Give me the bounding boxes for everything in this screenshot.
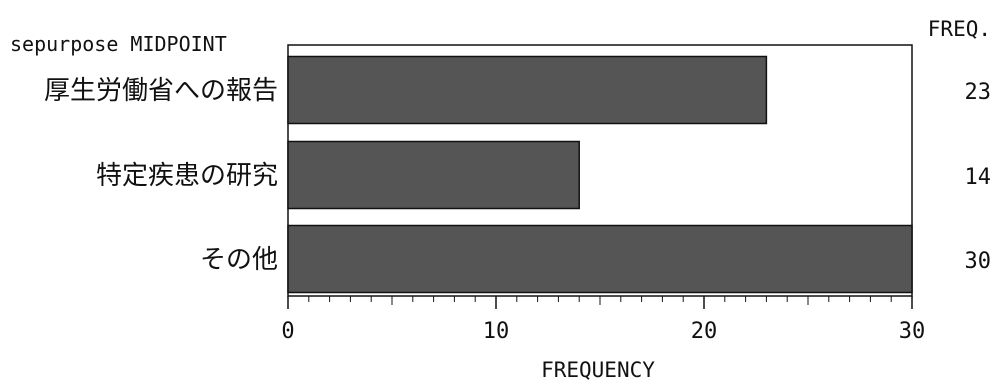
freq-value-label: 30 (965, 249, 992, 274)
x-tick-label: 20 (691, 319, 718, 344)
x-tick-label: 10 (483, 319, 510, 344)
bar (287, 140, 580, 210)
freq-column-title: FREQ. (928, 17, 991, 41)
category-label: 厚生労働省への報告 (44, 76, 278, 106)
category-label: その他 (200, 245, 278, 275)
freq-value-label: 14 (965, 165, 992, 190)
freq-value-label: 23 (965, 80, 992, 105)
x-tick-label: 0 (281, 319, 294, 344)
bar (287, 55, 768, 125)
x-axis-title: FREQUENCY (541, 358, 655, 382)
category-axis-title: sepurpose MIDPOINT (10, 32, 227, 56)
plot-area: 厚生労働省への報告 23 特定疾患の研究 14 その他 30 0 10 20 30 (44, 44, 992, 344)
x-tick-label: 30 (899, 319, 926, 344)
bar (287, 224, 913, 294)
category-label: 特定疾患の研究 (96, 161, 278, 191)
